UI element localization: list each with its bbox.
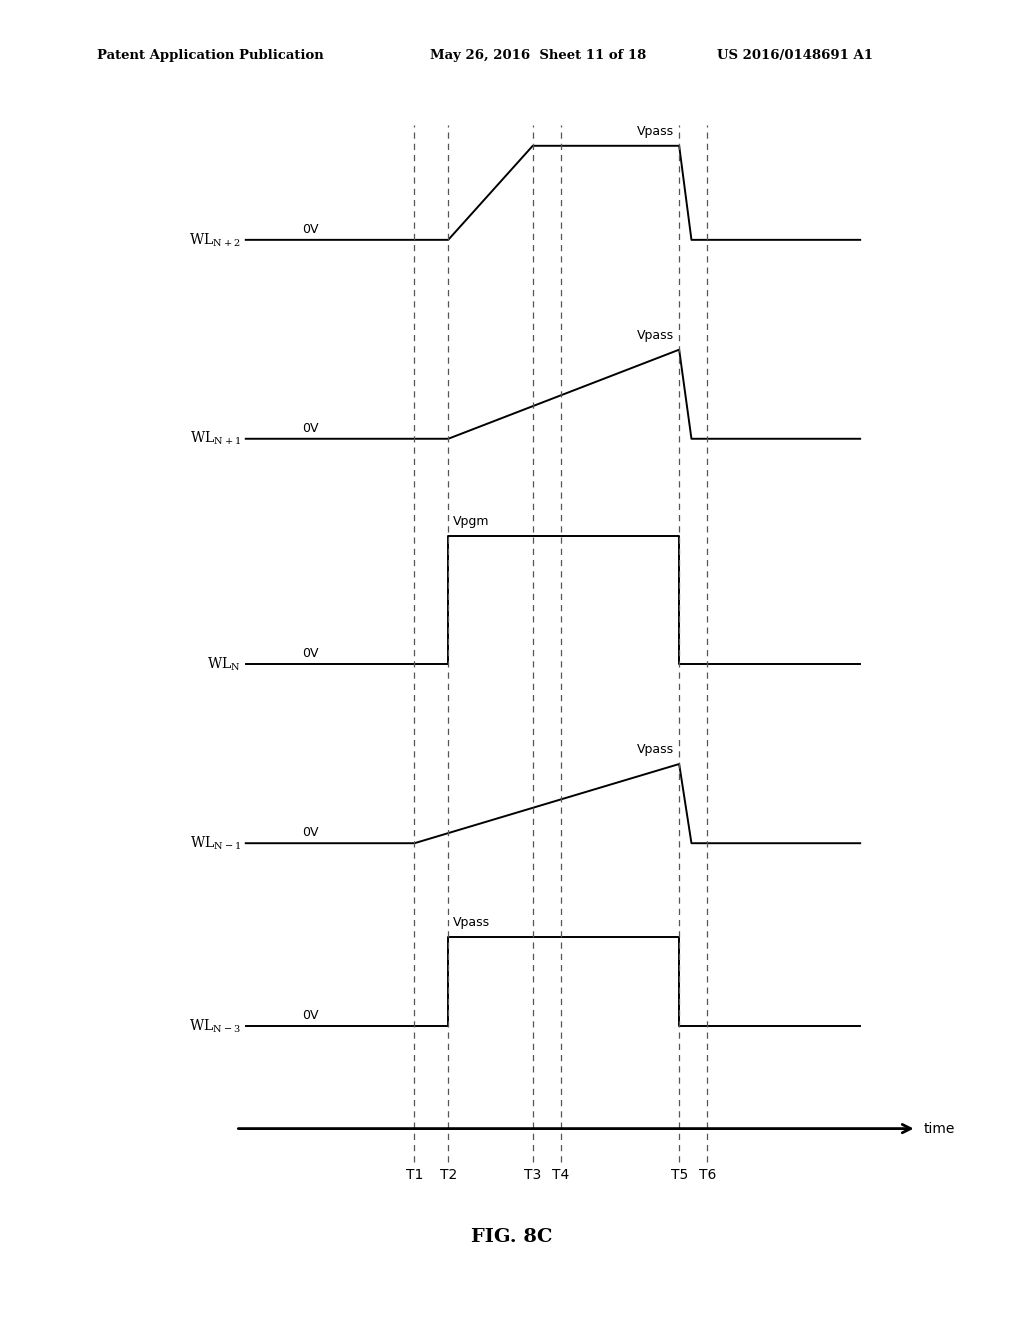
Text: Patent Application Publication: Patent Application Publication bbox=[97, 49, 324, 62]
Text: T1: T1 bbox=[406, 1168, 423, 1183]
Text: WL$_{\mathregular{N-1}}$: WL$_{\mathregular{N-1}}$ bbox=[189, 834, 241, 851]
Text: WL$_{\mathregular{N+1}}$: WL$_{\mathregular{N+1}}$ bbox=[189, 430, 241, 447]
Text: 0V: 0V bbox=[302, 422, 318, 434]
Text: T3: T3 bbox=[524, 1168, 542, 1183]
Text: WL$_{\mathregular{N-3}}$: WL$_{\mathregular{N-3}}$ bbox=[189, 1018, 241, 1035]
Text: May 26, 2016  Sheet 11 of 18: May 26, 2016 Sheet 11 of 18 bbox=[430, 49, 646, 62]
Text: T6: T6 bbox=[698, 1168, 716, 1183]
Text: 0V: 0V bbox=[302, 223, 318, 236]
Text: Vpass: Vpass bbox=[637, 125, 674, 137]
Text: time: time bbox=[924, 1122, 955, 1135]
Text: US 2016/0148691 A1: US 2016/0148691 A1 bbox=[717, 49, 872, 62]
Text: T4: T4 bbox=[552, 1168, 569, 1183]
Text: Vpass: Vpass bbox=[637, 329, 674, 342]
Text: T5: T5 bbox=[671, 1168, 688, 1183]
Text: Vpass: Vpass bbox=[454, 916, 490, 929]
Text: 0V: 0V bbox=[302, 1010, 318, 1022]
Text: T2: T2 bbox=[439, 1168, 457, 1183]
Text: Vpass: Vpass bbox=[637, 743, 674, 756]
Text: 0V: 0V bbox=[302, 826, 318, 840]
Text: WL$_{\mathregular{N+2}}$: WL$_{\mathregular{N+2}}$ bbox=[189, 231, 241, 248]
Text: FIG. 8C: FIG. 8C bbox=[471, 1228, 553, 1246]
Text: Vpgm: Vpgm bbox=[454, 515, 489, 528]
Text: 0V: 0V bbox=[302, 647, 318, 660]
Text: WL$_{\mathregular{N}}$: WL$_{\mathregular{N}}$ bbox=[207, 656, 241, 673]
